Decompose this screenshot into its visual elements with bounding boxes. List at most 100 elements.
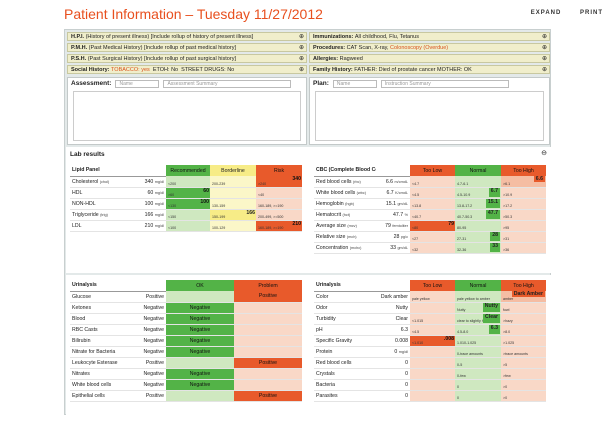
- range-too-high: >hazy: [501, 313, 546, 325]
- expand-plus-icon[interactable]: ⊕: [541, 67, 547, 73]
- expand-plus-icon[interactable]: ⊕: [298, 45, 304, 51]
- cbc-table: CBC (Complete Blood Count) Too LowNormalT…: [314, 165, 546, 254]
- range-text: <13.8: [412, 203, 422, 208]
- expand-plus-icon[interactable]: ⊕: [298, 67, 304, 73]
- range-normal: 32-36 33: [455, 242, 501, 254]
- lab-name-text: Hemoglobin: [316, 200, 344, 207]
- value-marker: Clear: [483, 313, 500, 323]
- patient-panel: H.P.I. (History of present illness) [Inc…: [64, 29, 551, 415]
- range-too-low: [410, 346, 455, 358]
- lab-name: Nitrates: [70, 368, 136, 380]
- lab-name: Triglyceride (trig): [70, 209, 120, 221]
- table-row: Concentration (mchc) 33 gm/dL <32 32-36 33 >3…: [314, 242, 546, 254]
- range-borderline: 130-159: [210, 198, 256, 210]
- problem-cell: [234, 302, 302, 314]
- range-too-low: [410, 390, 455, 402]
- ok-cell: Negative: [166, 346, 234, 358]
- lab-value: 100 mg/dl: [120, 198, 166, 210]
- range-text: <4.5: [412, 192, 420, 197]
- plan-name-input[interactable]: Name: [332, 79, 377, 88]
- range-too-low: <4.5: [410, 324, 455, 336]
- range-too-low: <27: [410, 231, 455, 243]
- lab-value: 6.6 m/cmdL: [376, 176, 410, 188]
- range-too-low: <4.5: [410, 187, 455, 199]
- proc-overdue-link[interactable]: Colonoscopy (Overdue): [390, 44, 449, 51]
- lab-name-text: Color: [316, 293, 329, 300]
- immunizations-row[interactable]: Immunizations: All childhood, Flu, Tetan…: [309, 32, 550, 41]
- range-normal: 4.7-6.1: [455, 176, 501, 188]
- range-text: <27: [412, 236, 419, 241]
- assessment-summary-input[interactable]: Assessment Summary: [163, 79, 292, 88]
- value-text: 0.008: [395, 337, 408, 344]
- lab-name-text: HDL: [72, 189, 83, 196]
- plan-panel: Plan: Name Instruction Summary: [309, 77, 550, 145]
- range-text: >60: [168, 192, 175, 197]
- family-history-row[interactable]: Family History: FATHER: Died of prostate…: [309, 65, 550, 74]
- range-too-high: >95: [501, 220, 546, 232]
- ok-cell: Negative: [166, 302, 234, 314]
- value-unit: mg/dl: [154, 179, 164, 184]
- hpi-row[interactable]: H.P.I. (History of present illness) [Inc…: [67, 32, 307, 41]
- value-text: 47.7: [393, 211, 404, 218]
- value-text: 33: [390, 244, 396, 251]
- psh-label: P.S.H.: [71, 55, 87, 62]
- value-text: 210: [144, 222, 154, 229]
- lab-value: 340 mg/dl: [120, 176, 166, 188]
- range-too-low: <1.010 .008: [410, 335, 455, 347]
- lab-name-text: Hematocrit: [316, 211, 342, 218]
- allergies-row[interactable]: Allergies: Ragweed ⊕: [309, 54, 550, 63]
- range-normal: 27-31 28: [455, 231, 501, 243]
- table-row: Parasites 0 0 >0: [314, 390, 546, 402]
- table-row: Crystals 0 0-few >few: [314, 368, 546, 380]
- value-marker: 210: [292, 220, 301, 227]
- range-text: <40.7: [412, 214, 422, 219]
- expand-plus-icon[interactable]: ⊕: [298, 56, 304, 62]
- value-text: 15.1: [385, 200, 396, 207]
- range-text: 150-199: [212, 214, 226, 219]
- hpi-label: H.P.I.: [71, 33, 85, 40]
- range-text: >50.3: [503, 214, 513, 219]
- lab-value: 166 mg/dl: [120, 209, 166, 221]
- pmh-row[interactable]: P.M.H. (Past Medical History) [Include r…: [67, 43, 307, 52]
- value-text: 6.3: [400, 326, 408, 333]
- expand-plus-icon[interactable]: ⊕: [541, 56, 547, 62]
- psh-row[interactable]: P.S.H. (Past Surgical History) [Include …: [67, 54, 307, 63]
- lab-name: pH: [314, 324, 372, 336]
- imm-label: Immunizations:: [313, 33, 354, 40]
- lab-value: Dark amber: [372, 291, 410, 303]
- range-text: 4.7-6.1: [457, 181, 469, 186]
- collapse-minus-icon[interactable]: ⊖: [541, 150, 547, 157]
- lab-value: Positive: [136, 291, 166, 303]
- problem-cell: Positive: [234, 390, 302, 402]
- allergy-label: Allergies:: [313, 55, 339, 62]
- lipid-header: Lipid Panel: [70, 165, 120, 177]
- lab-name: Color: [314, 291, 372, 303]
- lab-name-sub: (rbc): [352, 179, 361, 184]
- page-title: Patient Information – Tuesday 11/27/2012: [64, 6, 323, 22]
- expand-button[interactable]: EXPAND: [530, 10, 562, 16]
- range-text: 0-5: [457, 362, 463, 367]
- range-normal: Nutty Nutty: [455, 302, 501, 314]
- range-text: 0: [457, 384, 459, 389]
- urin2-header: Urinalysis: [314, 280, 372, 292]
- range-text: <150: [168, 214, 177, 219]
- assessment-name-input[interactable]: Name: [115, 79, 160, 88]
- expand-plus-icon[interactable]: ⊕: [541, 34, 547, 40]
- range-text: clear to slightly hazy: [457, 318, 490, 323]
- lab-value: Positive: [136, 357, 166, 369]
- range-too-low: <40.7: [410, 209, 455, 221]
- range-too-high: >17.2: [501, 198, 546, 210]
- expand-plus-icon[interactable]: ⊕: [541, 45, 547, 51]
- range-text: 32-36: [457, 247, 467, 252]
- plan-summary-input[interactable]: Instruction Summary: [380, 79, 509, 88]
- lab-name: White blood cells (wbc): [314, 187, 376, 199]
- table-row: HDL 60 mg/dl >60 60 <40: [70, 187, 302, 199]
- value-unit: mg/dl: [154, 212, 164, 217]
- print-button[interactable]: PRINT: [580, 10, 603, 16]
- blank-cell: [136, 280, 166, 292]
- procedures-row[interactable]: Procedures: CAT Scan, X-ray, Colonoscopy…: [309, 43, 550, 52]
- plan-textarea[interactable]: [315, 91, 544, 141]
- expand-plus-icon[interactable]: ⊕: [298, 34, 304, 40]
- assessment-textarea[interactable]: [73, 91, 301, 141]
- social-history-row[interactable]: Social History: TOBACCO: yes ETOH: No ST…: [67, 65, 307, 74]
